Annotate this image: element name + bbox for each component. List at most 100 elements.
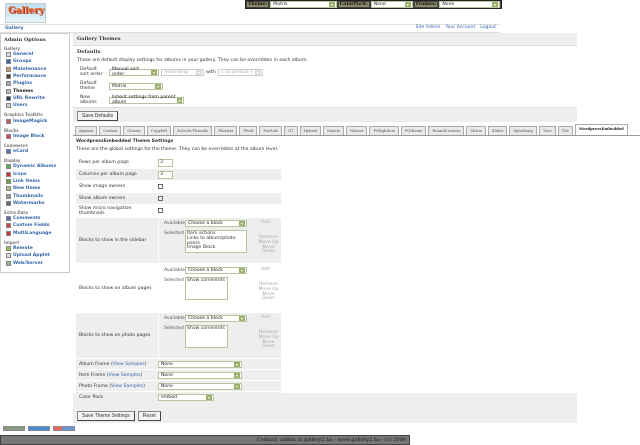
sidebar-item-label[interactable]: Comments [13, 216, 41, 222]
sidebar-item-label[interactable]: Themes [13, 88, 34, 94]
tab-siriux[interactable]: Siriux [466, 126, 486, 135]
logout-link[interactable]: Logout [480, 25, 496, 30]
blocks-photo-remove-button[interactable]: Remove [259, 330, 278, 335]
sidebar-item-image-block[interactable]: Image Block [4, 133, 66, 140]
selected-block-item[interactable]: Show comments [187, 278, 226, 283]
blocks-photo-selected-list[interactable]: Show comments [185, 325, 228, 348]
image-owners-checkbox[interactable] [158, 184, 163, 189]
tab-copyleft[interactable]: Copyleft [147, 126, 172, 135]
new-albums-select[interactable]: Inherit settings from parent album ▾ [109, 95, 184, 105]
sidebar-item-label[interactable]: eCard [13, 149, 29, 155]
frames-select[interactable]: None ▾ [439, 1, 500, 8]
selected-block-item[interactable]: Item actions [187, 231, 216, 236]
sidebar-item-label[interactable]: ImageMagick [13, 118, 48, 124]
theme-select[interactable]: Matrix ▾ [270, 1, 337, 8]
item-frame-select[interactable]: None ▾ [158, 371, 242, 379]
gallery-logo[interactable]: Gallery [5, 3, 46, 23]
sidebar-item-custom-fields[interactable]: Custom Fields [4, 222, 66, 229]
blocks-album-move-up-button[interactable]: Move Up [258, 286, 279, 292]
item-frame-samples-link[interactable]: View Samples [108, 372, 141, 378]
sort-order-select[interactable]: Manual sort order ▾ [109, 67, 159, 77]
sidebar-item-themes[interactable]: Themes [4, 87, 66, 94]
xhtml-badge[interactable] [3, 426, 25, 431]
tab-ajaxian[interactable]: Ajaxian [75, 126, 98, 135]
selected-block-item[interactable]: Links to album/photo peers [187, 235, 236, 246]
gallery-badge[interactable] [28, 426, 50, 431]
sidebar-item-label[interactable]: Thumbnails [13, 193, 44, 199]
blocks-sidebar-add-button[interactable]: Add [261, 220, 270, 225]
sidebar-item-link-items[interactable]: Link Items [4, 178, 66, 185]
selected-block-item[interactable]: Image Block [187, 245, 216, 251]
tab-hybrid[interactable]: Hybrid [299, 126, 321, 135]
sidebar-item-label[interactable]: Maintenance [13, 66, 47, 72]
sidebar-item-label[interactable]: New Items [13, 186, 41, 192]
sidebar-item-watermarks[interactable]: Watermarks [4, 200, 66, 207]
sidebar-item-performance[interactable]: Performance [4, 73, 66, 80]
sidebar-item-label[interactable]: Icons [13, 171, 27, 177]
tab-fluid[interactable]: Fluid [239, 126, 258, 135]
default-theme-select[interactable]: Matrix ▾ [109, 82, 163, 90]
blocks-album-selected-list[interactable]: Show comments [185, 277, 228, 300]
blocks-album-remove-button[interactable]: Remove [259, 282, 278, 287]
sidebar-item-label[interactable]: Upload Applet [13, 253, 50, 259]
sidebar-item-label[interactable]: MultiLanguage [13, 230, 52, 236]
tab-splatbang[interactable]: Splatbang [509, 126, 537, 135]
sidebar-item-label[interactable]: Watermarks [13, 200, 45, 206]
tab-floatrix[interactable]: Floatrix [214, 126, 238, 135]
sidebar-item-label[interactable]: URL Rewrite [13, 95, 45, 101]
reset-button[interactable]: Reset [137, 411, 161, 421]
tab-forsale[interactable]: ForSale [259, 126, 283, 135]
blocks-photo-move-up-button[interactable]: Move Up [258, 334, 279, 340]
blocks-photo-available-select[interactable]: Choose a block ▾ [185, 315, 247, 322]
colorpack-select[interactable]: None ▾ [370, 1, 413, 8]
tab-tree[interactable]: Tree [538, 126, 556, 135]
sidebar-item-label[interactable]: Plugins [13, 81, 33, 87]
blocks-album-available-select[interactable]: Choose a block ▾ [185, 267, 247, 274]
sidebar-item-imagemagick[interactable]: ImageMagick [4, 117, 66, 124]
sidebar-item-label[interactable]: Custom Fields [13, 223, 50, 229]
blocks-photo-move-down-button[interactable]: Move Down [261, 339, 276, 350]
your-account-link[interactable]: Your Account [445, 25, 476, 30]
tab-matrix[interactable]: Matrix [322, 126, 344, 135]
rows-input[interactable]: 3 [158, 158, 173, 167]
sidebar-item-label[interactable]: Web/Server [13, 260, 44, 266]
blocks-photo-add-button[interactable]: Add [261, 315, 270, 320]
sidebar-item-ecard[interactable]: eCard [4, 148, 66, 155]
sidebar-item-general[interactable]: General [4, 51, 66, 58]
photo-frame-select[interactable]: None ▾ [158, 382, 242, 390]
sidebar-item-label[interactable]: Image Block [13, 133, 45, 139]
site-admin-link[interactable]: Site Admin [415, 25, 441, 30]
color-pack-select[interactable]: embed ▾ [158, 393, 214, 401]
sidebar-item-dynamic-albums[interactable]: Dynamic Albums [4, 163, 66, 170]
album-frame-samples-link[interactable]: View Samples [112, 361, 145, 367]
tab-slider[interactable]: Slider [487, 126, 508, 135]
sidebar-item-label[interactable]: Groups [13, 59, 32, 65]
sidebar-item-remote[interactable]: Remote [4, 245, 66, 252]
album-frame-select[interactable]: None ▾ [158, 360, 242, 368]
columns-input[interactable]: 3 [158, 170, 173, 179]
tab-pglightbox[interactable]: PGlightbox [369, 126, 399, 135]
sidebar-item-multilanguage[interactable]: MultiLanguage [4, 230, 66, 237]
blocks-sidebar-selected-list[interactable]: Item actions Links to album/photo peers Im… [185, 230, 247, 253]
sidebar-item-thumbnails[interactable]: Thumbnails [4, 192, 66, 199]
sidebar-item-label[interactable]: Link Items [13, 179, 40, 184]
blocks-sidebar-move-down-button[interactable]: Move Down [261, 244, 276, 255]
tab-pgtheme[interactable]: PGtheme [400, 126, 427, 135]
save-theme-settings-button[interactable]: Save Theme Settings [77, 411, 135, 421]
help-gallery-badge[interactable] [53, 426, 75, 431]
sidebar-item-label[interactable]: Remote [13, 246, 33, 252]
blocks-album-add-button[interactable]: Add [261, 267, 270, 272]
save-defaults-button[interactable]: Save Defaults [77, 111, 119, 121]
tab-tile[interactable]: Tile [557, 126, 573, 135]
tab-carbon[interactable]: Carbon [99, 126, 122, 135]
sidebar-item-groups[interactable]: Groups [4, 58, 66, 65]
blocks-sidebar-remove-button[interactable]: Remove [259, 235, 278, 240]
micro-nav-checkbox[interactable] [158, 208, 163, 213]
tab-wordpressembedded[interactable]: WordpressEmbedded [574, 124, 628, 135]
photo-frame-samples-link[interactable]: View Samples [111, 383, 144, 389]
blocks-sidebar-move-up-button[interactable]: Move Up [258, 239, 279, 245]
breadcrumb-gallery[interactable]: Gallery [5, 26, 24, 31]
sidebar-item-plugins[interactable]: Plugins [4, 80, 66, 87]
sidebar-item-comments[interactable]: Comments [4, 215, 66, 222]
sidebar-item-users[interactable]: Users [4, 102, 66, 109]
